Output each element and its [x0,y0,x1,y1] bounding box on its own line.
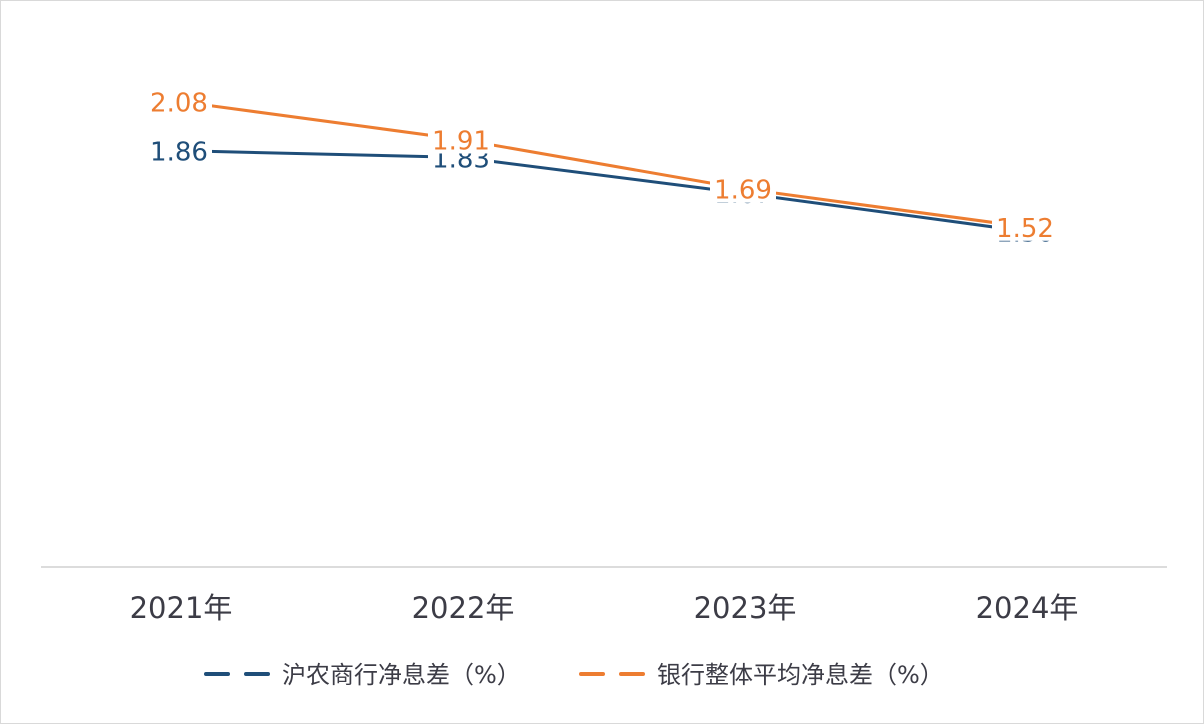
legend-label: 沪农商行净息差（%） [282,661,521,689]
x-tick-labels: 2021年 2022年 2023年 2024年 [130,591,1079,625]
legend-label: 银行整体平均净息差（%） [657,661,944,689]
data-label: 2.08 [150,88,208,118]
data-label: 1.91 [432,126,490,156]
series-layer: 1.861.831.671.50 2.08 1.91 1.69 1.52 [146,85,1058,248]
data-label-background [992,210,1058,241]
data-label: 1.69 [714,176,772,206]
series-line [178,99,1026,229]
data-label-background [710,172,776,203]
series-2: 2.08 1.91 1.69 1.52 [146,85,1058,244]
legend-item-2: 银行整体平均净息差（%） [579,661,944,689]
data-label-background [146,85,212,116]
series-1: 1.861.831.671.50 [146,134,1058,248]
x-tick-label: 2022年 [412,591,515,625]
x-tick-label: 2024年 [976,591,1079,625]
data-label: 1.52 [996,214,1054,244]
series-line [178,149,1026,233]
x-tick-label: 2023年 [694,591,797,625]
data-label-background [146,134,212,165]
legend: 沪农商行净息差（%） 银行整体平均净息差（%） [204,661,944,689]
x-tick-label: 2021年 [130,591,233,625]
data-label-background [428,123,494,154]
data-label: 1.86 [150,138,208,168]
legend-item-1: 沪农商行净息差（%） [204,661,521,689]
